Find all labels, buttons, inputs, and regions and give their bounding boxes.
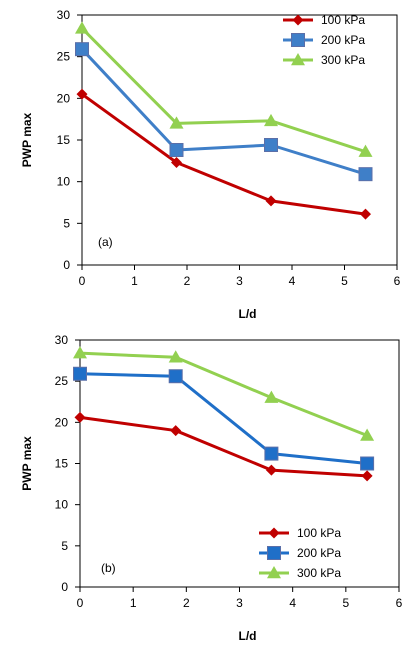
legend-entry-label: 300 kPa (321, 53, 365, 67)
y-tick-label: 0 (61, 580, 68, 594)
data-point-marker (168, 369, 183, 384)
legend-entry-label: 200 kPa (297, 546, 341, 560)
y-tick-label: 10 (55, 498, 69, 512)
series-200-kpa (73, 366, 375, 471)
data-point-marker (264, 138, 278, 152)
x-tick-label: 0 (77, 596, 84, 610)
data-point-marker (168, 350, 183, 363)
legend: 100 kPa 200 kPa 300 kPa (259, 526, 341, 580)
series-100-kpa (76, 88, 371, 220)
x-axis-title: L/d (239, 307, 257, 321)
y-tick-label: 0 (63, 258, 70, 272)
legend-marker-swatch (267, 546, 281, 560)
series-300-kpa (73, 346, 375, 441)
series-line (80, 48, 366, 176)
series-line (80, 27, 366, 154)
series-line (81, 92, 366, 216)
y-tick-label: 30 (55, 333, 69, 347)
data-point-marker (265, 195, 277, 207)
series-100-kpa (74, 411, 373, 482)
plot-area-frame (79, 339, 400, 588)
x-tick-label: 3 (236, 274, 243, 288)
x-tick-label: 4 (289, 596, 296, 610)
series-line (79, 415, 368, 478)
x-tick-label: 1 (130, 596, 137, 610)
y-axis-title: PWP max (20, 112, 34, 167)
y-axis-title: PWP max (20, 436, 34, 491)
x-tick-label: 5 (341, 274, 348, 288)
y-tick-label: 30 (57, 8, 71, 22)
data-point-marker (75, 21, 89, 34)
data-point-marker (358, 167, 373, 182)
x-tick-label: 3 (236, 596, 243, 610)
y-tick-label: 15 (55, 457, 69, 471)
y-tick-label: 10 (57, 175, 71, 189)
series-200-kpa (75, 42, 373, 182)
data-point-marker (264, 113, 278, 127)
data-point-marker (264, 446, 279, 461)
y-tick-label: 5 (61, 539, 68, 553)
panel-label: (a) (98, 235, 113, 249)
data-point-marker (170, 425, 182, 437)
y-tick-label: 25 (55, 374, 69, 388)
x-tick-label: 1 (131, 274, 138, 288)
y-tick-label: 15 (57, 133, 71, 147)
panel-label: (b) (101, 561, 116, 575)
data-point-marker (360, 208, 371, 220)
chart-panel-a: 0 1 2 3 4 5 6 0 5 10 15 20 25 30 L/d PWP max (a) 100 kPa 2… (20, 8, 401, 321)
x-tick-label: 2 (183, 596, 190, 610)
data-point-marker (74, 411, 86, 423)
data-point-marker (264, 390, 279, 403)
legend-marker-swatch (268, 527, 280, 539)
data-point-marker (169, 143, 184, 157)
y-tick-label: 5 (63, 216, 70, 230)
data-point-marker (265, 464, 277, 476)
legend-marker-swatch (291, 33, 305, 47)
y-tick-label: 20 (57, 91, 71, 105)
y-tick-label: 20 (55, 415, 69, 429)
legend-entry-label: 100 kPa (321, 13, 365, 27)
data-point-marker (360, 456, 375, 471)
x-axis-title: L/d (239, 629, 257, 643)
series-300-kpa (75, 21, 373, 157)
legend-marker-swatch (267, 566, 281, 579)
data-point-marker (73, 366, 87, 381)
x-tick-label: 6 (394, 274, 401, 288)
legend-entry-label: 100 kPa (297, 526, 341, 540)
legend: 100 kPa 200 kPa 300 kPa (283, 13, 365, 67)
legend-marker-swatch (292, 14, 304, 26)
legend-entry-label: 200 kPa (321, 33, 365, 47)
x-tick-label: 4 (289, 274, 296, 288)
x-tick-label: 0 (79, 274, 86, 288)
x-tick-label: 2 (184, 274, 191, 288)
legend-marker-swatch (291, 53, 305, 66)
data-point-marker (358, 144, 373, 157)
data-point-marker (360, 428, 375, 441)
x-tick-label: 5 (342, 596, 349, 610)
y-tick-label: 25 (57, 50, 71, 64)
x-tick-label: 6 (396, 596, 403, 610)
series-line (79, 351, 368, 437)
data-point-marker (75, 42, 89, 57)
chart-panel-b: 0 1 2 3 4 5 6 0 5 10 15 20 25 30 L/d PWP max (b) 100 kPa 2… (20, 333, 403, 643)
legend-entry-label: 300 kPa (297, 566, 341, 580)
series-line (79, 372, 368, 465)
data-point-marker (361, 470, 373, 482)
data-point-marker (171, 157, 182, 168)
data-point-marker (73, 346, 87, 359)
data-point-marker (169, 116, 184, 129)
data-point-marker (76, 88, 88, 100)
